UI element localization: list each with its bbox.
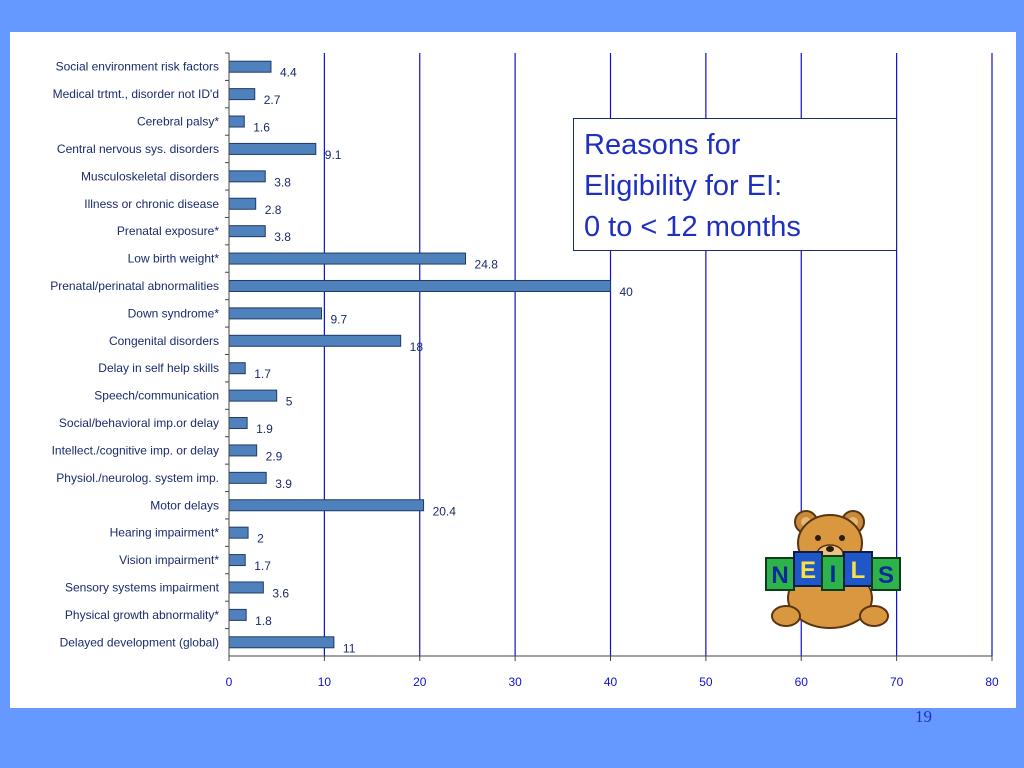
data-label: 5 [286, 395, 293, 409]
category-label: Cerebral palsy* [137, 115, 219, 129]
bar [228, 197, 257, 210]
slide-panel: 0 10 20 30 40 50 60 70 80 Social environment risk… [10, 32, 1016, 708]
slide-title-line: Eligibility for EI: [584, 170, 783, 202]
data-label: 24.8 [475, 258, 499, 272]
category-label: Prenatal exposure* [117, 224, 219, 238]
logo-letter: I [830, 561, 837, 588]
category-label: Physical growth abnormality* [65, 608, 219, 622]
data-label: 1.9 [256, 422, 273, 436]
bar [228, 334, 402, 347]
category-label: Low birth weight* [128, 252, 220, 266]
logo-letter: N [771, 562, 788, 589]
data-label: 1.7 [254, 559, 271, 573]
data-label: 1.7 [254, 367, 271, 381]
bar [228, 88, 256, 101]
logo-letter: E [800, 557, 816, 584]
data-label: 18 [410, 340, 424, 354]
data-label: 3.6 [272, 586, 289, 600]
data-label: 40 [620, 285, 634, 299]
data-label: 3.9 [275, 477, 292, 491]
bar [228, 362, 246, 375]
data-label: 1.6 [253, 121, 270, 135]
bar [228, 307, 323, 320]
data-label: 11 [343, 641, 356, 655]
category-label: Congenital disorders [109, 334, 219, 348]
data-label: 9.1 [325, 148, 342, 162]
bar [228, 417, 248, 430]
data-label: 3.8 [274, 175, 291, 189]
x-tick-label: 40 [604, 675, 618, 689]
bar [228, 444, 258, 457]
category-label: Speech/communication [94, 389, 219, 403]
slide-title-box: Reasons for Eligibility for EI: 0 to < 1… [573, 118, 897, 251]
bar [228, 471, 267, 484]
bar [228, 170, 266, 183]
data-label: 2 [257, 532, 264, 546]
data-label: 20.4 [433, 504, 457, 518]
category-label: Illness or chronic disease [84, 197, 219, 211]
category-label: Social/behavioral imp.or delay [59, 416, 219, 430]
bar [228, 142, 317, 155]
x-tick-label: 80 [985, 675, 999, 689]
block-s: S [871, 557, 901, 591]
block-n: N [765, 557, 795, 591]
bar [228, 554, 246, 567]
category-label: Down syndrome* [128, 306, 220, 320]
category-label: Delay in self help skills [98, 361, 219, 375]
data-label: 3.8 [274, 230, 291, 244]
x-tick-label: 70 [890, 675, 904, 689]
x-tick-label: 50 [699, 675, 713, 689]
bar [228, 389, 278, 402]
bar [228, 526, 249, 539]
category-label: Intellect./cognitive imp. or delay [52, 443, 219, 457]
category-label: Physiol./neurolog. system imp. [56, 471, 219, 485]
category-label: Medical trtmt., disorder not ID'd [53, 87, 219, 101]
data-label: 4.4 [280, 66, 297, 80]
category-label: Delayed development (global) [60, 635, 219, 649]
bar [228, 60, 272, 73]
category-label: Hearing impairment* [110, 526, 220, 540]
x-tick-label: 30 [508, 675, 522, 689]
category-label: Motor delays [150, 498, 219, 512]
data-label: 1.8 [255, 614, 272, 628]
slide-title-line: 0 to < 12 months [584, 211, 801, 243]
data-label: 9.7 [331, 312, 348, 326]
bar [228, 225, 266, 238]
bar [228, 115, 245, 128]
bar [228, 608, 247, 621]
bar-chart: 0 10 20 30 40 50 60 70 80 Social environment risk… [50, 52, 999, 689]
x-tick-label: 10 [318, 675, 332, 689]
bar [228, 279, 611, 292]
category-label: Vision impairment* [119, 553, 219, 567]
axes [225, 52, 993, 661]
logo-letter: L [851, 557, 866, 584]
data-label: 2.8 [265, 203, 282, 217]
block-e: E [793, 551, 823, 587]
bar [228, 252, 467, 265]
block-l: L [843, 551, 873, 587]
bar [228, 499, 425, 512]
slide-title-line: Reasons for [584, 129, 741, 161]
data-label: 2.9 [266, 449, 283, 463]
category-label: Sensory systems impairment [65, 580, 220, 594]
labels: 0 10 20 30 40 50 60 70 80 Social environment risk… [50, 60, 999, 689]
category-label: Social environment risk factors [56, 60, 219, 74]
bar [228, 636, 335, 649]
data-label: 2.7 [264, 93, 281, 107]
logo-letter: S [878, 562, 894, 589]
category-label: Musculoskeletal disorders [81, 169, 219, 183]
neils-teddy-bear-logo: N E I L S [765, 510, 901, 629]
page-number: 19 [915, 707, 932, 726]
block-i: I [821, 555, 845, 591]
x-tick-label: 60 [795, 675, 809, 689]
x-tick-label: 0 [226, 675, 233, 689]
bars [228, 60, 611, 649]
bar [228, 581, 264, 594]
category-label: Prenatal/perinatal abnormalities [50, 279, 219, 293]
category-label: Central nervous sys. disorders [57, 142, 219, 156]
x-tick-label: 20 [413, 675, 427, 689]
